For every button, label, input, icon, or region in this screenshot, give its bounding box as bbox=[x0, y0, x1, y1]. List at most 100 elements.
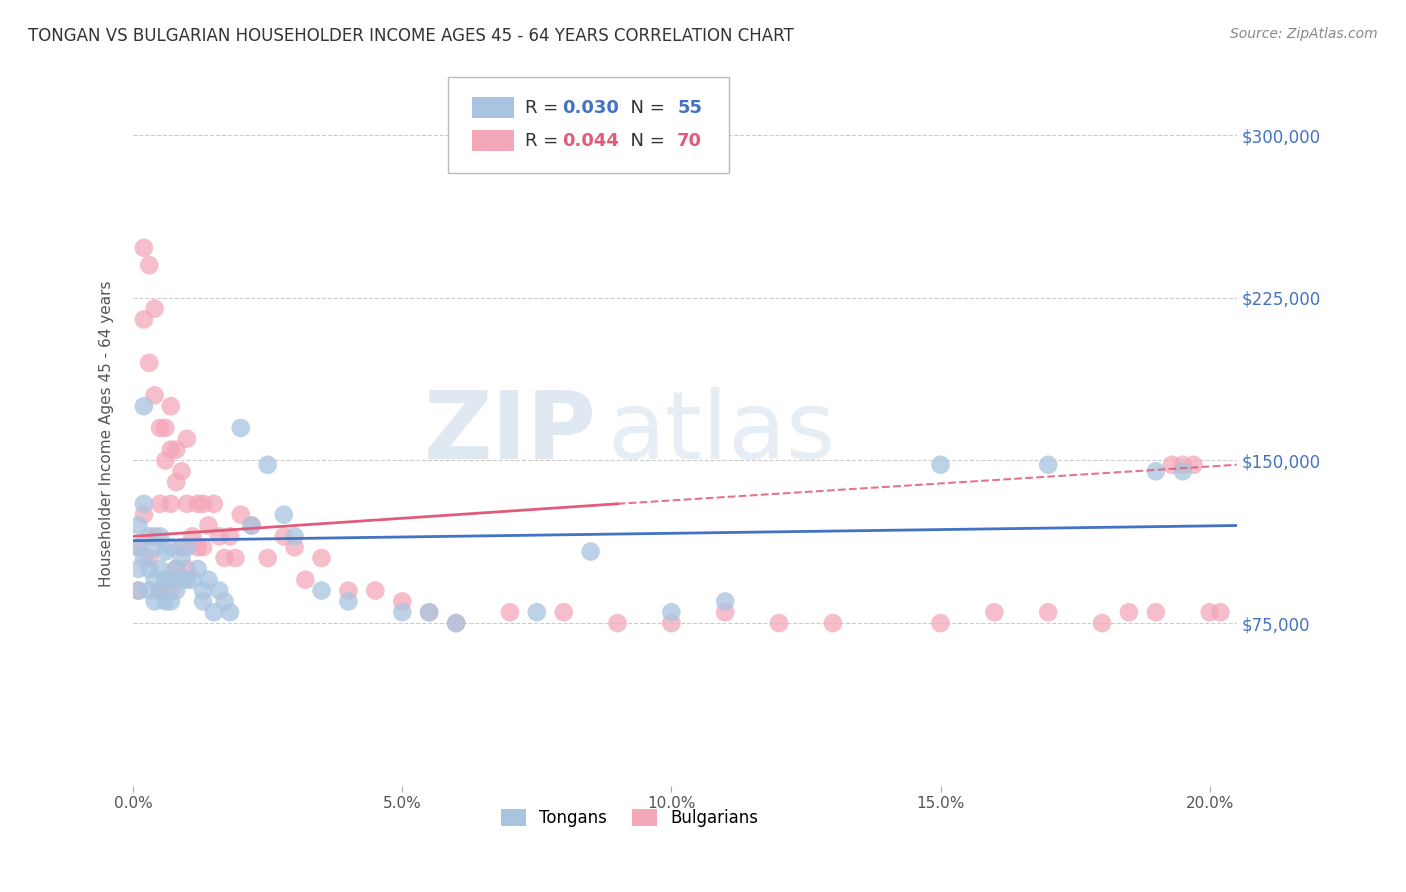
Point bbox=[149, 583, 172, 598]
Point bbox=[983, 605, 1005, 619]
Point bbox=[170, 540, 193, 554]
Text: ZIP: ZIP bbox=[423, 387, 596, 479]
Point bbox=[337, 594, 360, 608]
Point bbox=[391, 594, 413, 608]
Point bbox=[149, 583, 172, 598]
Text: N =: N = bbox=[619, 99, 671, 117]
Point bbox=[138, 583, 160, 598]
Point bbox=[191, 540, 214, 554]
Point bbox=[197, 518, 219, 533]
Point bbox=[197, 573, 219, 587]
Point bbox=[155, 594, 177, 608]
Point bbox=[128, 583, 150, 598]
Point bbox=[418, 605, 440, 619]
Point bbox=[143, 573, 166, 587]
Point bbox=[176, 562, 198, 576]
Text: 55: 55 bbox=[678, 99, 702, 117]
Point bbox=[165, 562, 187, 576]
Point bbox=[165, 583, 187, 598]
Point bbox=[202, 497, 225, 511]
Point bbox=[187, 540, 209, 554]
Point bbox=[132, 551, 155, 566]
Point bbox=[132, 399, 155, 413]
Point bbox=[553, 605, 575, 619]
Point bbox=[187, 562, 209, 576]
Point bbox=[273, 529, 295, 543]
Point bbox=[1144, 605, 1167, 619]
FancyBboxPatch shape bbox=[447, 78, 728, 172]
Point bbox=[1038, 605, 1060, 619]
Point bbox=[661, 605, 683, 619]
Point bbox=[155, 421, 177, 435]
Point bbox=[219, 605, 242, 619]
Point bbox=[176, 573, 198, 587]
Point bbox=[176, 432, 198, 446]
Point bbox=[1144, 464, 1167, 478]
Point bbox=[165, 442, 187, 457]
Y-axis label: Householder Income Ages 45 - 64 years: Householder Income Ages 45 - 64 years bbox=[100, 280, 114, 587]
Point bbox=[1198, 605, 1220, 619]
Point bbox=[768, 616, 790, 631]
Point bbox=[138, 551, 160, 566]
Point bbox=[149, 529, 172, 543]
Point bbox=[143, 301, 166, 316]
Point bbox=[294, 573, 316, 587]
Point bbox=[256, 551, 278, 566]
Point bbox=[337, 583, 360, 598]
Point bbox=[208, 583, 231, 598]
Point bbox=[240, 518, 263, 533]
Point bbox=[1118, 605, 1140, 619]
Point bbox=[929, 458, 952, 472]
Point bbox=[159, 399, 181, 413]
Point bbox=[159, 583, 181, 598]
Point bbox=[311, 551, 333, 566]
Point bbox=[165, 475, 187, 490]
Point bbox=[821, 616, 844, 631]
Point bbox=[191, 594, 214, 608]
Text: R =: R = bbox=[524, 99, 564, 117]
Point bbox=[155, 544, 177, 558]
Point bbox=[1161, 458, 1184, 472]
Point bbox=[714, 594, 737, 608]
Point bbox=[187, 497, 209, 511]
Text: TONGAN VS BULGARIAN HOUSEHOLDER INCOME AGES 45 - 64 YEARS CORRELATION CHART: TONGAN VS BULGARIAN HOUSEHOLDER INCOME A… bbox=[28, 27, 794, 45]
Point bbox=[138, 562, 160, 576]
Point bbox=[143, 529, 166, 543]
Point bbox=[229, 508, 252, 522]
Point bbox=[165, 562, 187, 576]
Point bbox=[176, 497, 198, 511]
Point bbox=[929, 616, 952, 631]
Point bbox=[181, 573, 204, 587]
Point bbox=[208, 529, 231, 543]
Point bbox=[149, 421, 172, 435]
Point bbox=[132, 312, 155, 326]
Point bbox=[579, 544, 602, 558]
Bar bbox=[472, 97, 513, 119]
Point bbox=[444, 616, 467, 631]
Point bbox=[229, 421, 252, 435]
Point bbox=[128, 540, 150, 554]
Point bbox=[128, 562, 150, 576]
Point bbox=[224, 551, 246, 566]
Point bbox=[191, 497, 214, 511]
Text: R =: R = bbox=[524, 132, 564, 150]
Point bbox=[138, 258, 160, 272]
Point bbox=[143, 388, 166, 402]
Point bbox=[128, 540, 150, 554]
Point bbox=[418, 605, 440, 619]
Text: Source: ZipAtlas.com: Source: ZipAtlas.com bbox=[1230, 27, 1378, 41]
Point bbox=[661, 616, 683, 631]
Point bbox=[155, 573, 177, 587]
Point bbox=[1209, 605, 1232, 619]
Point bbox=[170, 573, 193, 587]
Bar bbox=[472, 130, 513, 152]
Point bbox=[128, 518, 150, 533]
Point bbox=[714, 605, 737, 619]
Point bbox=[181, 529, 204, 543]
Point bbox=[170, 464, 193, 478]
Point bbox=[132, 241, 155, 255]
Point bbox=[143, 594, 166, 608]
Point bbox=[138, 529, 160, 543]
Point bbox=[176, 540, 198, 554]
Point bbox=[128, 583, 150, 598]
